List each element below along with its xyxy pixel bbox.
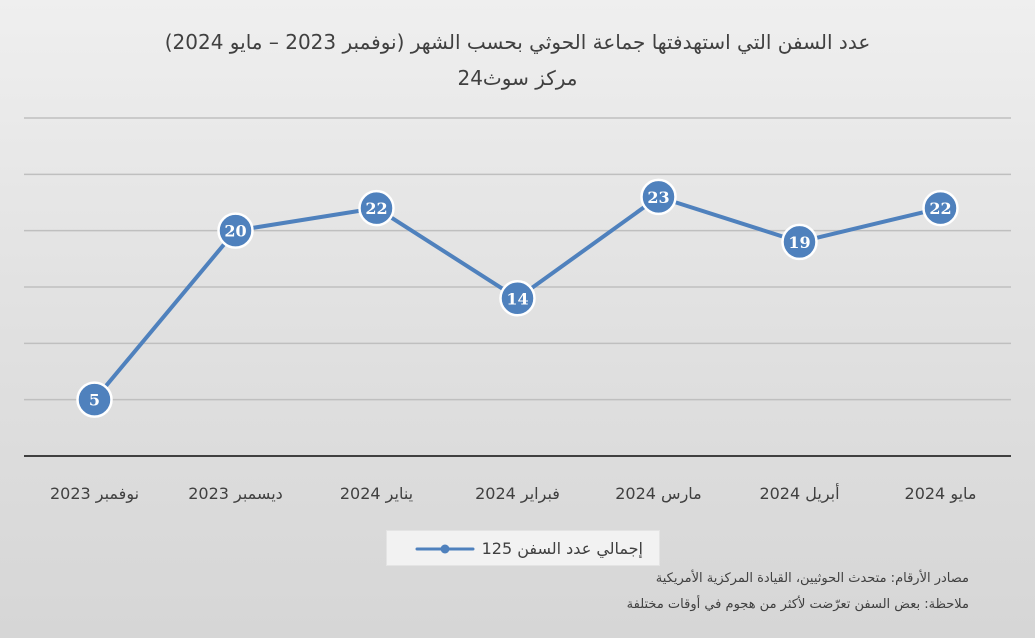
data-point-1 bbox=[217, 212, 254, 249]
data-point-4 bbox=[640, 178, 677, 216]
data-point-3 bbox=[499, 280, 536, 317]
remark-note: ملاحظة: بعض السفن تعرّضت لأكثر من هجوم ف… bbox=[626, 597, 969, 612]
legend-line-swatch bbox=[415, 544, 475, 554]
x-tick-label-1: ديسمبر 2023 bbox=[188, 484, 283, 504]
data-label-4: 23 bbox=[647, 188, 669, 207]
chart-legend: إجمالي عدد السفن 125 bbox=[386, 530, 660, 566]
legend-series-label: إجمالي عدد السفن 125 bbox=[481, 539, 643, 558]
x-tick-label-5: أبريل 2024 bbox=[759, 483, 839, 504]
data-point-2 bbox=[358, 189, 395, 227]
data-point-0 bbox=[76, 381, 113, 418]
data-label-1: 20 bbox=[224, 222, 246, 241]
sources-note: مصادر الأرقام: متحدث الحوثيين، القيادة ا… bbox=[655, 571, 969, 586]
data-label-0: 5 bbox=[89, 391, 100, 410]
data-label-2: 22 bbox=[365, 199, 387, 218]
data-label-3: 14 bbox=[506, 289, 528, 308]
x-tick-label-4: مارس 2024 bbox=[615, 484, 702, 504]
data-point-5 bbox=[781, 223, 818, 261]
data-label-6: 22 bbox=[929, 199, 951, 218]
chart-subtitle: مركز سوث24 bbox=[457, 66, 578, 90]
chart-title: عدد السفن التي استهدفتها جماعة الحوثي بح… bbox=[164, 30, 871, 54]
data-label-5: 19 bbox=[788, 233, 810, 252]
x-tick-label-2: يناير 2024 bbox=[340, 484, 413, 504]
data-point-6 bbox=[922, 189, 959, 227]
x-tick-label-0: نوفمبر 2023 bbox=[50, 484, 139, 504]
x-tick-label-3: فبراير 2024 bbox=[475, 484, 560, 504]
x-tick-label-6: مايو 2024 bbox=[905, 484, 977, 504]
